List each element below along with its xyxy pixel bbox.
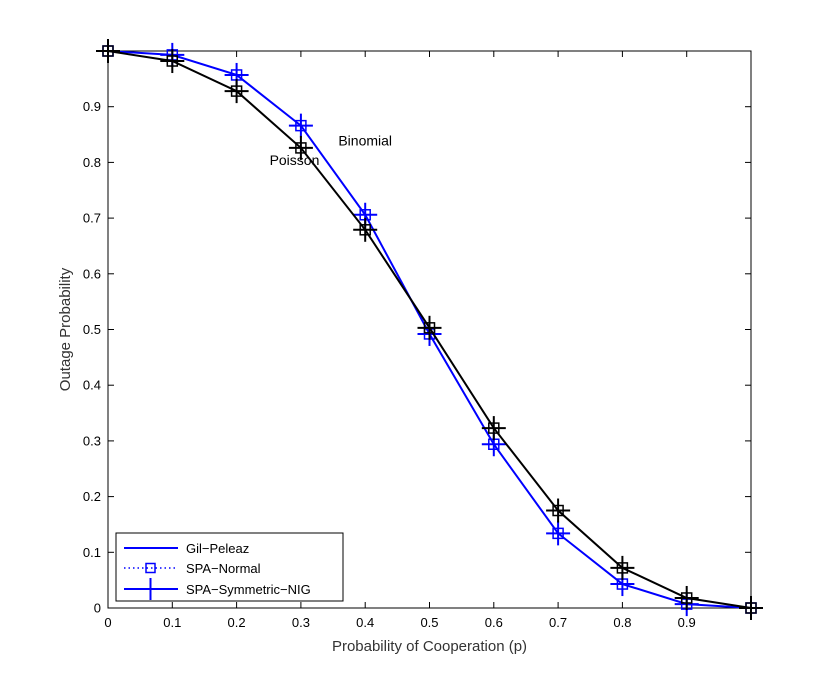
axis-ticks: 0 0.1 0.2 0.3 0.4 0.5 0.6 0.7 0.8 0.9 0 0.1 0.2 0.3 0.…	[83, 51, 752, 630]
y-tick-label: 0.3	[83, 433, 101, 448]
y-tick-label: 0	[94, 601, 101, 616]
binomial-spa-normal-line	[107, 50, 752, 609]
x-tick-label: 0.2	[228, 615, 246, 630]
y-tick-label: 0.6	[83, 266, 101, 281]
x-tick-label: 0.7	[549, 615, 567, 630]
series-layer	[96, 39, 763, 620]
poisson-annotation: Poisson	[270, 152, 320, 168]
y-axis-label: Outage Probability	[57, 267, 74, 391]
x-tick-label: 0.5	[420, 615, 438, 630]
y-tick-label: 0.7	[83, 211, 101, 226]
x-tick-label: 0	[104, 615, 111, 630]
legend-spa-nig-label: SPA−Symmetric−NIG	[186, 582, 311, 597]
legend: Gil−Peleaz SPA−Normal SPA−Symmetric−NIG	[115, 532, 344, 602]
legend-plus-marker	[140, 578, 161, 600]
x-tick-label: 0.1	[163, 615, 181, 630]
legend-square-marker	[145, 562, 156, 574]
x-axis-label: Probability of Cooperation (p)	[332, 638, 527, 655]
y-tick-label: 0.9	[83, 99, 101, 114]
x-tick-label: 0.9	[678, 615, 696, 630]
x-tick-label: 0.8	[613, 615, 631, 630]
binomial-annotation: Binomial	[338, 133, 392, 149]
x-tick-label: 0.6	[485, 615, 503, 630]
y-tick-label: 0.8	[83, 155, 101, 170]
y-tick-label: 0.2	[83, 489, 101, 504]
legend-spa-normal-label: SPA−Normal	[186, 561, 261, 576]
x-tick-label: 0.3	[292, 615, 310, 630]
x-tick-label: 0.4	[356, 615, 374, 630]
series-poisson	[96, 39, 763, 620]
legend-gil-peleaz-label: Gil−Peleaz	[186, 541, 249, 556]
y-tick-label: 0.1	[83, 545, 101, 560]
y-tick-label: 0.4	[83, 378, 101, 393]
y-tick-label: 0.5	[83, 322, 101, 337]
